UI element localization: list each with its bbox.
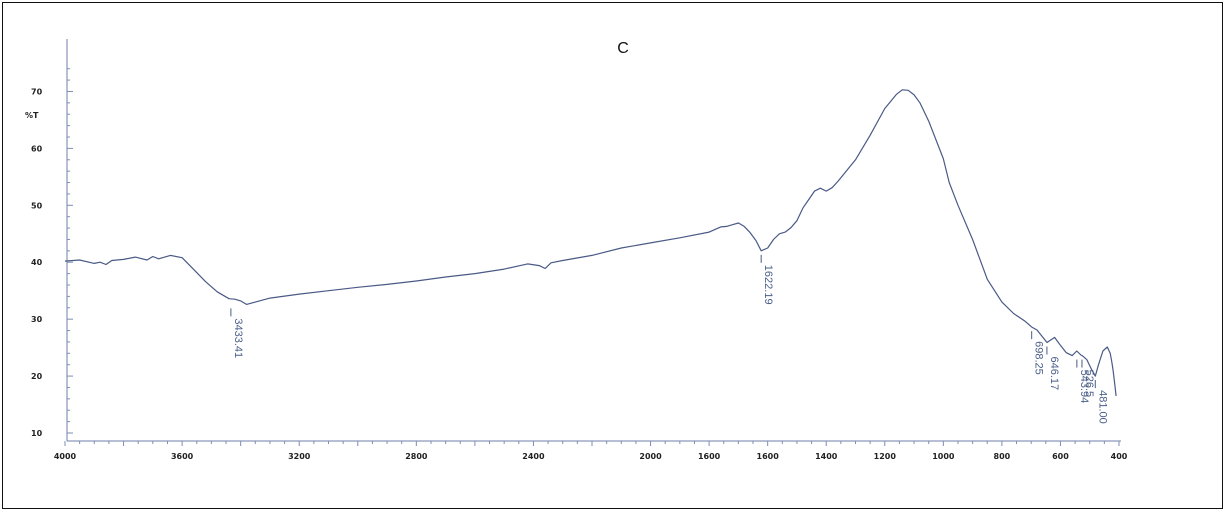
spectrum-trace-group xyxy=(64,89,1117,397)
x-tick-label: 800 xyxy=(994,452,1011,461)
peak-label: 698.25 xyxy=(1033,341,1045,375)
y-tick-label: 10 xyxy=(31,429,43,438)
x-tick-label: 1600 xyxy=(757,452,780,461)
x-tick-label: 1600 xyxy=(698,452,721,461)
x-tick-label: 2400 xyxy=(522,452,545,461)
x-axis-ticks: 4000 3600 3200 2800 2400 2000 1600 1600 1400 1200… xyxy=(54,441,1128,461)
x-tick-label: 1000 xyxy=(932,452,955,461)
x-tick-label: 2000 xyxy=(639,452,662,461)
ir-spectrum-chart: C %T 10 20 30 40 50 60 70 4000 3600 3200 2800 2400… xyxy=(25,39,1128,461)
y-tick-label: 30 xyxy=(31,315,43,324)
peak-label: 526.5 xyxy=(1083,370,1095,398)
peak-label: 481.00 xyxy=(1096,390,1108,424)
y-axis-ticks: 10 20 30 40 50 60 70 xyxy=(31,68,73,438)
x-tick-label: 3600 xyxy=(171,452,194,461)
peak-label: 1622.19 xyxy=(762,265,774,305)
x-tick-label: 2800 xyxy=(405,452,428,461)
spectrum-trace xyxy=(64,89,1117,397)
peak-label: 543.94 xyxy=(1078,370,1090,404)
x-tick-label: 1400 xyxy=(815,452,838,461)
y-tick-label: 50 xyxy=(31,201,43,210)
y-axis-label: %T xyxy=(25,111,39,120)
peak-label: 3433.41 xyxy=(232,318,244,358)
x-tick-label: 3200 xyxy=(288,452,311,461)
y-tick-label: 70 xyxy=(31,87,43,96)
y-tick-label: 40 xyxy=(31,258,43,267)
panel-label-c: C xyxy=(617,40,629,57)
axes xyxy=(66,39,1121,442)
peak-label: 646.17 xyxy=(1048,357,1060,391)
y-tick-label: 20 xyxy=(31,372,43,381)
x-tick-label: 400 xyxy=(1111,452,1128,461)
y-tick-label: 60 xyxy=(31,144,43,153)
peak-labels: 3433.41 1622.19 698.25 646.17 543.94526.5481… xyxy=(230,254,1108,424)
x-tick-label: 600 xyxy=(1052,452,1069,461)
x-tick-label: 4000 xyxy=(54,452,77,461)
x-tick-label: 1200 xyxy=(874,452,897,461)
